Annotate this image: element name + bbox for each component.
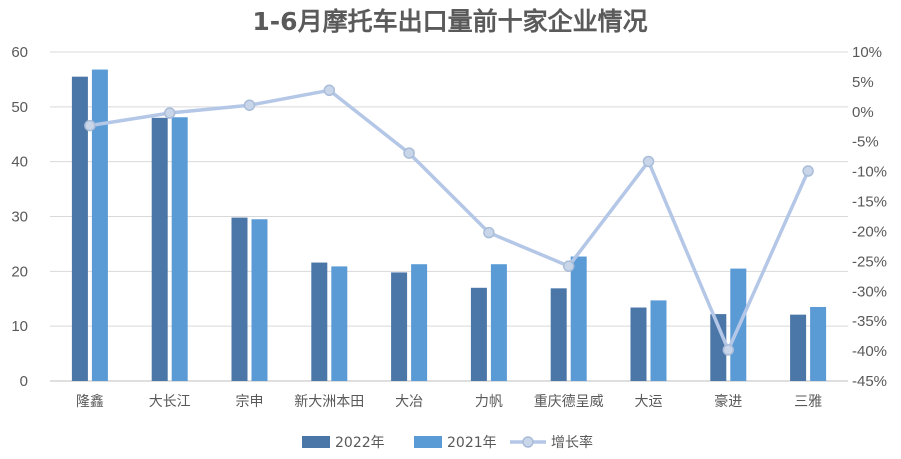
bar-2021 — [490, 264, 507, 381]
bar-2022 — [231, 217, 248, 381]
left-tick-label: 30 — [11, 209, 28, 226]
growth-rate-point — [163, 107, 176, 119]
growth-rate-point — [483, 226, 495, 239]
right-tick-label: -10% — [852, 164, 887, 181]
legend-label: 增长率 — [551, 434, 593, 451]
growth-rate-line — [89, 88, 810, 352]
bar-2021 — [411, 264, 428, 381]
growth-rate-point — [84, 119, 96, 132]
right-tick-label: -5% — [852, 134, 879, 151]
bar-2022 — [790, 314, 807, 381]
category-label: 宗申 — [236, 394, 264, 410]
chart-title: 1-6月摩托车出口量前十家企业情况 — [252, 7, 647, 36]
bar-2021 — [331, 266, 348, 381]
left-tick-label: 50 — [11, 99, 28, 116]
growth-rate-point — [562, 260, 575, 272]
legend-swatch — [414, 436, 442, 448]
left-tick-label: 40 — [11, 154, 28, 171]
bar-2022 — [630, 307, 647, 381]
right-tick-label: -20% — [852, 223, 887, 240]
bar-2022 — [151, 117, 168, 382]
bar-2022 — [470, 287, 487, 381]
bar-2022 — [311, 262, 328, 381]
right-tick-label: -30% — [852, 283, 887, 300]
growth-rate-point — [642, 155, 655, 168]
category-label: 力帆 — [475, 394, 503, 410]
left-tick-label: 60 — [11, 44, 28, 61]
right-tick-label: -15% — [852, 194, 887, 211]
right-tick-label: 10% — [852, 44, 882, 61]
legend-label: 2021年 — [447, 435, 497, 451]
category-label: 大长江 — [149, 394, 191, 410]
growth-rate-point — [403, 147, 415, 159]
right-tick-label: -25% — [852, 253, 887, 270]
bar-2021 — [171, 117, 188, 382]
category-label: 大冶 — [395, 394, 423, 410]
growth-rate-point — [243, 99, 256, 111]
gridlines — [50, 51, 848, 382]
legend-swatch — [302, 436, 330, 448]
category-label: 新大洲本田 — [294, 394, 364, 410]
right-tick-label: -40% — [852, 343, 887, 360]
right-axis: -45% -40% -35% -30% -25% -20% -15% -10% -5% 0% 5% 1… — [852, 44, 887, 390]
right-tick-label: -45% — [852, 373, 887, 390]
category-labels: 隆鑫 大长江 宗申 新大洲本田 大冶 力帆 重庆德呈威 大运 豪进 三雅 — [76, 393, 822, 410]
bars — [71, 69, 827, 382]
left-tick-label: 0 — [20, 373, 28, 390]
bar-2021 — [251, 219, 268, 381]
growth-line — [84, 84, 814, 356]
bar-2021 — [570, 256, 587, 381]
bar-2021 — [810, 306, 827, 381]
legend-line-marker — [522, 436, 534, 448]
right-tick-label: -35% — [852, 313, 887, 330]
legend: 2022年 2021年 增长率 — [302, 434, 593, 451]
bar-2022 — [710, 314, 727, 381]
bar-2022 — [71, 76, 88, 382]
left-tick-label: 10 — [11, 318, 28, 335]
left-tick-label: 20 — [11, 263, 28, 280]
category-label: 隆鑫 — [76, 393, 104, 410]
right-tick-label: 0% — [852, 104, 874, 121]
bar-2022 — [550, 288, 567, 381]
growth-rate-point — [802, 165, 814, 177]
growth-rate-point — [323, 84, 336, 97]
left-axis: 0 10 20 30 40 50 60 — [11, 44, 28, 390]
bar-2021 — [650, 300, 667, 381]
right-tick-label: 5% — [852, 74, 874, 91]
category-label: 重庆德呈威 — [534, 394, 604, 410]
legend-label: 2022年 — [335, 435, 385, 451]
category-label: 三雅 — [794, 394, 822, 410]
bar-2022 — [391, 272, 408, 381]
category-label: 大运 — [635, 394, 663, 410]
category-label: 豪进 — [714, 394, 742, 410]
bar-2021 — [91, 69, 108, 382]
growth-rate-point — [722, 344, 735, 356]
